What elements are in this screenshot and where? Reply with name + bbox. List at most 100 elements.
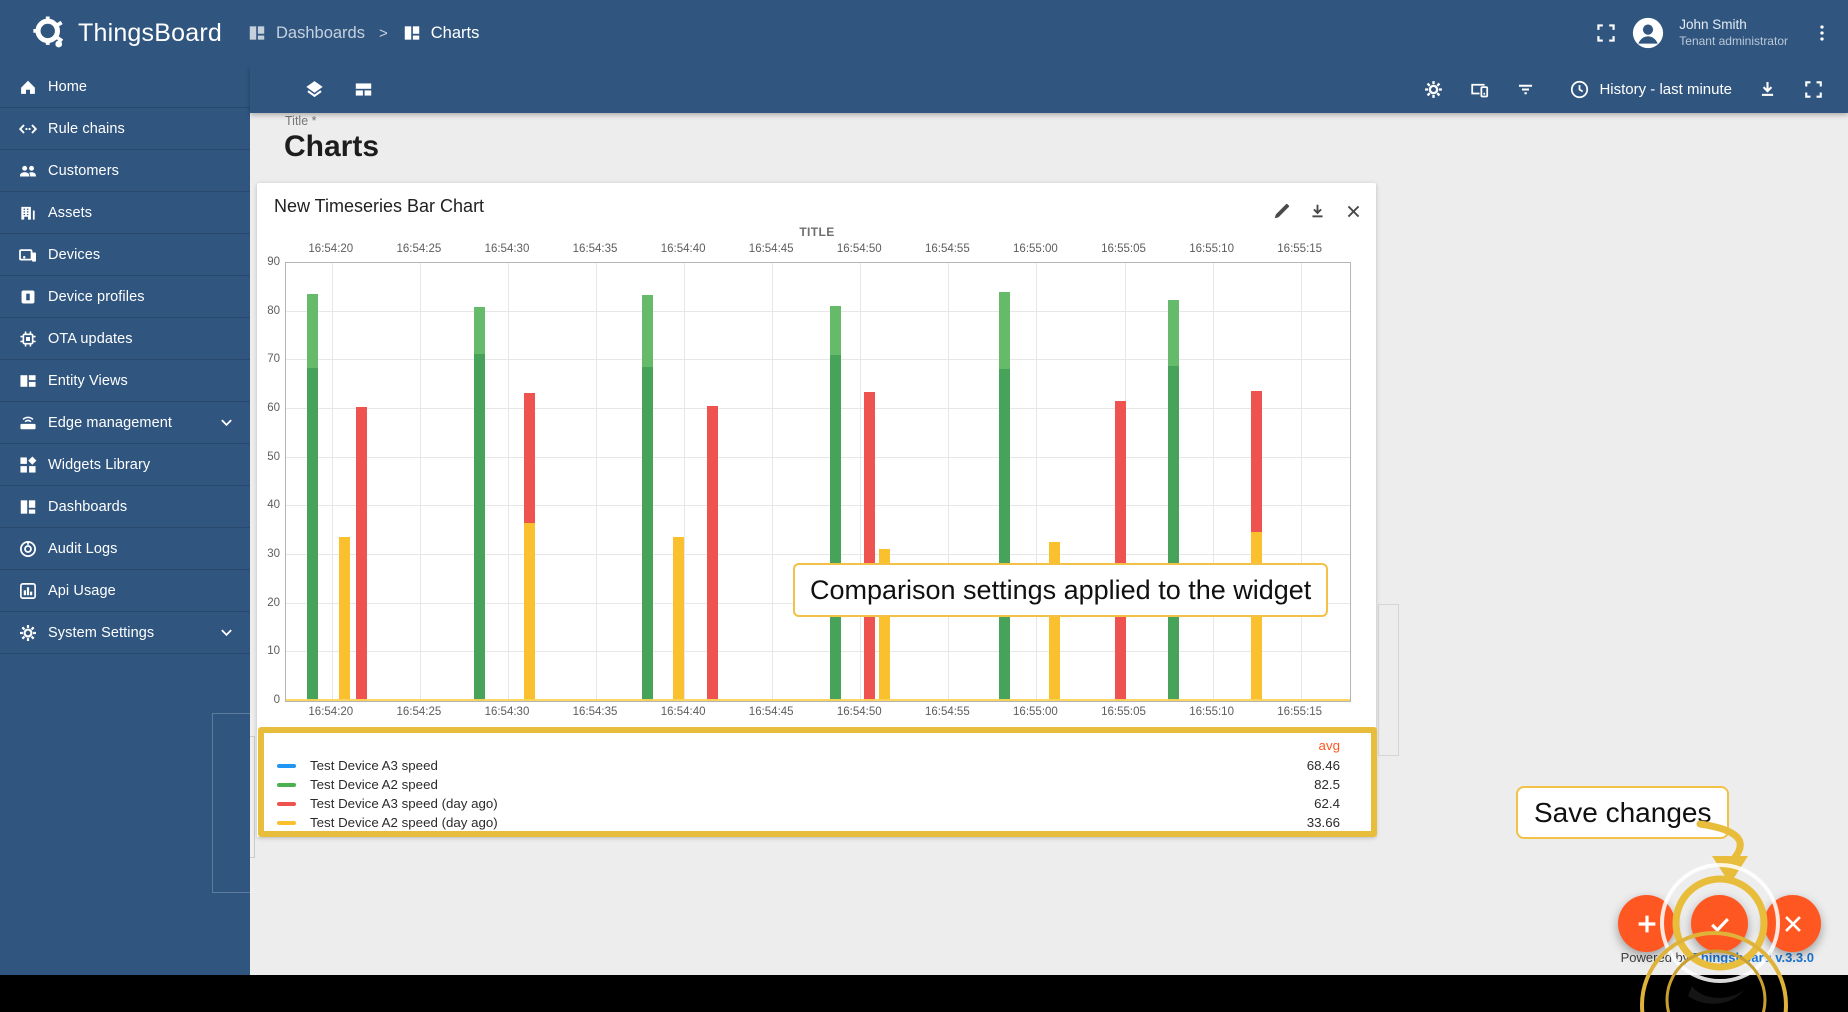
sidebar-item-ota-updates[interactable]: OTA updates: [0, 318, 250, 360]
fullscreen-icon[interactable]: [1595, 22, 1617, 44]
add-widget-fab[interactable]: [1618, 895, 1675, 952]
breadcrumb: Dashboards > Charts: [247, 0, 479, 66]
edge-management-icon: [18, 413, 38, 433]
sidebar-item-rule-chains[interactable]: Rule chains: [0, 108, 250, 150]
sidebar-item-label: Dashboards: [48, 498, 128, 515]
ghost-outline: [1378, 604, 1399, 756]
legend-row: Test Device A3 speed 68.46: [277, 756, 1340, 775]
sidebar-item-label: Entity Views: [48, 372, 128, 389]
legend-swatch: [277, 763, 296, 768]
legend-row: Test Device A2 speed (day ago) 33.66: [277, 813, 1340, 832]
timewindow-label: History - last minute: [1599, 81, 1732, 98]
sidebar-item-customers[interactable]: Customers: [0, 150, 250, 192]
sidebar-menu: Home Rule chains Customers Assets Devices Dev…: [0, 66, 250, 654]
powered-by: Powered by Thingsboard v.3.3.0: [1540, 950, 1814, 965]
edit-widget-icon[interactable]: [1272, 202, 1291, 221]
timewindow-button[interactable]: History - last minute: [1569, 79, 1732, 100]
settings-gear-icon[interactable]: [1423, 79, 1444, 100]
breadcrumb-charts-label: Charts: [430, 23, 480, 42]
sidebar-item-devices[interactable]: Devices: [0, 234, 250, 276]
dashboard-title-field-label: Title *: [285, 114, 317, 128]
user-role: Tenant administrator: [1679, 34, 1788, 48]
breadcrumb-dashboards-label: Dashboards: [276, 23, 365, 42]
legend-avg-value: 68.46: [1306, 758, 1340, 773]
sidebar-item-label: Edge management: [48, 414, 173, 431]
brand[interactable]: ThingsBoard: [30, 14, 222, 52]
legend-swatch: [277, 801, 296, 806]
sidebar-item-label: Devices: [48, 246, 101, 263]
widget-actions: [1272, 202, 1363, 221]
comparison-callout: Comparison settings applied to the widge…: [793, 563, 1329, 617]
legend-label: Test Device A2 speed (day ago): [310, 815, 498, 830]
brand-name: ThingsBoard: [78, 18, 222, 47]
entity-aliases-icon[interactable]: [1469, 79, 1490, 100]
breadcrumb-dashboards[interactable]: Dashboards: [247, 23, 365, 43]
user-avatar[interactable]: [1631, 16, 1665, 50]
kebab-menu-icon[interactable]: [1812, 22, 1832, 44]
sidebar-item-system-settings[interactable]: System Settings: [0, 612, 250, 654]
check-icon: [1707, 911, 1733, 937]
top-header: ThingsBoard Dashboards > Charts John Smi…: [0, 0, 1848, 66]
chevron-down-icon: [217, 623, 236, 642]
sidebar-item-device-profiles[interactable]: Device profiles: [0, 276, 250, 318]
sidebar-item-edge-management[interactable]: Edge management: [0, 402, 250, 444]
ota-updates-icon: [18, 329, 38, 349]
sidebar-item-label: Device profiles: [48, 288, 145, 305]
save-changes-callout: Save changes: [1516, 786, 1730, 839]
chart-legend: Test Device A3 speed 68.46 Test Device A2 …: [277, 756, 1340, 832]
breadcrumb-charts[interactable]: Charts: [402, 23, 480, 43]
thingsboard-logo-icon: [30, 14, 68, 52]
remove-widget-icon[interactable]: [1344, 202, 1363, 221]
dashboards-grid-icon: [247, 23, 267, 43]
legend-avg-value: 33.66: [1306, 815, 1340, 830]
legend-label: Test Device A2 speed: [310, 777, 438, 792]
filters-icon[interactable]: [1515, 79, 1536, 100]
breadcrumb-separator: >: [378, 24, 388, 42]
widget-title: New Timeseries Bar Chart: [274, 196, 485, 216]
decline-changes-fab[interactable]: [1764, 895, 1821, 952]
legend-swatch: [277, 782, 296, 787]
dashboards-grid-icon: [18, 497, 38, 517]
sidebar: Home Rule chains Customers Assets Devices Dev…: [0, 66, 250, 975]
toolbar-fullscreen-icon[interactable]: [1803, 79, 1824, 100]
devices-icon: [18, 245, 38, 265]
apply-changes-fab[interactable]: [1691, 895, 1748, 952]
sidebar-item-audit-logs[interactable]: Audit Logs: [0, 528, 250, 570]
sidebar-item-api-usage[interactable]: Api Usage: [0, 570, 250, 612]
close-icon: [1780, 911, 1806, 937]
sidebar-item-assets[interactable]: Assets: [0, 192, 250, 234]
toolbar-left: [304, 66, 374, 113]
ghost-outline: [212, 713, 252, 893]
dashboards-grid-icon: [402, 23, 422, 43]
export-dashboard-icon[interactable]: [1757, 79, 1778, 100]
sidebar-item-dashboards[interactable]: Dashboards: [0, 486, 250, 528]
sidebar-item-label: Assets: [48, 204, 93, 221]
legend-label: Test Device A3 speed (day ago): [310, 796, 498, 811]
powered-by-text: Powered by: [1620, 950, 1693, 965]
sidebar-item-widgets-library[interactable]: Widgets Library: [0, 444, 250, 486]
header-right: John Smith Tenant administrator: [1595, 0, 1832, 66]
api-usage-icon: [18, 581, 38, 601]
version-link[interactable]: Thingsboard v.3.3.0: [1692, 950, 1814, 965]
manage-layouts-icon[interactable]: [353, 79, 374, 100]
layers-icon[interactable]: [304, 79, 325, 100]
sidebar-item-home[interactable]: Home: [0, 66, 250, 108]
sidebar-item-label: System Settings: [48, 624, 155, 641]
audit-logs-icon: [18, 539, 38, 559]
sidebar-item-entity-views[interactable]: Entity Views: [0, 360, 250, 402]
legend-label: Test Device A3 speed: [310, 758, 438, 773]
legend-avg-header: avg: [1318, 738, 1340, 753]
clock-icon: [1569, 79, 1590, 100]
user-menu[interactable]: John Smith Tenant administrator: [1679, 16, 1788, 50]
legend-swatch: [277, 820, 296, 825]
sidebar-item-label: Api Usage: [48, 582, 116, 599]
dashboard-toolbar: History - last minute: [250, 66, 1848, 113]
sidebar-item-label: Customers: [48, 162, 119, 179]
export-widget-icon[interactable]: [1308, 202, 1327, 221]
entity-views-icon: [18, 371, 38, 391]
sidebar-item-label: Widgets Library: [48, 456, 151, 473]
user-name: John Smith: [1679, 17, 1747, 32]
plus-icon: [1634, 911, 1660, 937]
assets-icon: [18, 203, 38, 223]
